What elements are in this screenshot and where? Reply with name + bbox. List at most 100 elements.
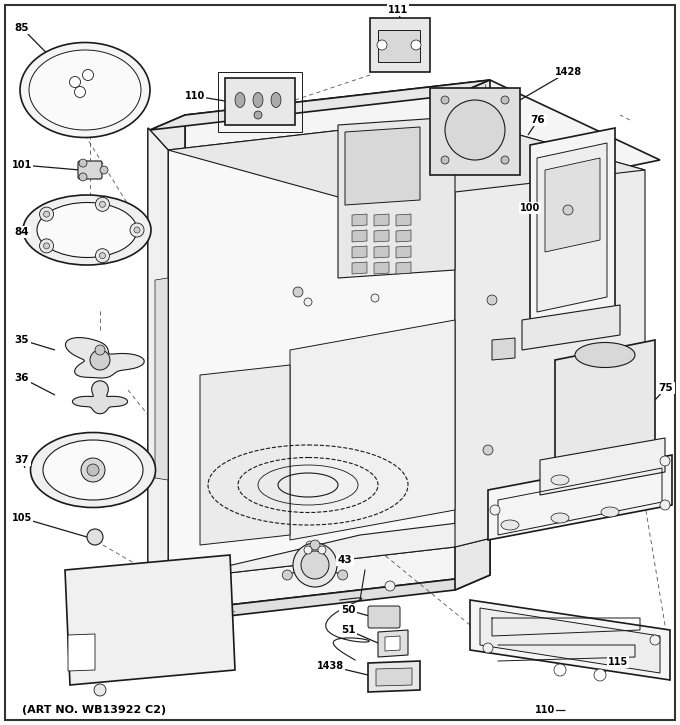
Polygon shape	[155, 278, 168, 480]
Circle shape	[483, 445, 493, 455]
Circle shape	[385, 581, 395, 591]
Ellipse shape	[29, 50, 141, 130]
Circle shape	[94, 684, 106, 696]
Polygon shape	[352, 230, 367, 242]
Polygon shape	[396, 230, 411, 242]
Polygon shape	[148, 128, 168, 625]
Polygon shape	[545, 158, 600, 252]
Ellipse shape	[235, 93, 245, 107]
Text: 35: 35	[15, 335, 29, 345]
Circle shape	[318, 546, 326, 554]
Circle shape	[134, 227, 140, 233]
Ellipse shape	[31, 433, 156, 508]
Polygon shape	[65, 555, 235, 685]
Circle shape	[306, 541, 314, 549]
Circle shape	[95, 249, 109, 262]
Polygon shape	[168, 117, 645, 203]
Circle shape	[44, 211, 50, 217]
Text: 36: 36	[15, 373, 29, 383]
Text: 115: 115	[608, 657, 628, 667]
Polygon shape	[225, 78, 295, 125]
Circle shape	[563, 205, 573, 215]
Polygon shape	[470, 600, 670, 680]
Text: 84: 84	[15, 227, 29, 237]
Circle shape	[660, 500, 670, 510]
Polygon shape	[396, 262, 411, 274]
Polygon shape	[65, 338, 144, 378]
Circle shape	[377, 40, 387, 50]
Circle shape	[441, 156, 449, 164]
Circle shape	[87, 529, 103, 545]
Polygon shape	[368, 661, 420, 692]
Ellipse shape	[551, 475, 569, 485]
Ellipse shape	[37, 202, 137, 257]
Text: 85: 85	[15, 23, 29, 33]
Polygon shape	[376, 668, 412, 686]
Polygon shape	[352, 246, 367, 258]
Polygon shape	[374, 230, 389, 242]
Circle shape	[75, 86, 86, 97]
Text: 76: 76	[530, 115, 545, 125]
Circle shape	[39, 207, 54, 221]
Text: 50: 50	[341, 605, 355, 615]
Ellipse shape	[254, 111, 262, 119]
Text: 101: 101	[12, 160, 32, 170]
Circle shape	[441, 96, 449, 104]
Polygon shape	[352, 214, 367, 226]
Polygon shape	[385, 636, 400, 651]
Circle shape	[338, 570, 347, 580]
Polygon shape	[530, 128, 615, 325]
Polygon shape	[374, 214, 389, 226]
Ellipse shape	[43, 440, 143, 500]
Circle shape	[650, 635, 660, 645]
Circle shape	[95, 345, 105, 355]
Circle shape	[100, 166, 108, 174]
Circle shape	[501, 156, 509, 164]
Circle shape	[594, 669, 606, 681]
Polygon shape	[374, 246, 389, 258]
Text: 1428: 1428	[554, 67, 581, 77]
Circle shape	[99, 202, 105, 207]
Circle shape	[371, 294, 379, 302]
Text: 75: 75	[659, 383, 673, 393]
Circle shape	[81, 458, 105, 482]
Circle shape	[293, 543, 337, 587]
Text: 110: 110	[185, 91, 205, 101]
Polygon shape	[374, 262, 389, 274]
Text: 51: 51	[341, 625, 355, 635]
Polygon shape	[455, 117, 645, 547]
Polygon shape	[522, 305, 620, 350]
Text: 37: 37	[15, 455, 29, 465]
Circle shape	[39, 239, 54, 253]
Polygon shape	[185, 80, 660, 610]
Polygon shape	[168, 500, 645, 580]
Ellipse shape	[23, 195, 151, 265]
Circle shape	[660, 456, 670, 466]
Ellipse shape	[575, 342, 635, 368]
Circle shape	[293, 287, 303, 297]
Circle shape	[411, 40, 421, 50]
Ellipse shape	[271, 93, 281, 107]
Polygon shape	[290, 320, 455, 540]
Polygon shape	[150, 115, 185, 625]
Circle shape	[445, 100, 505, 160]
Circle shape	[487, 295, 497, 305]
Circle shape	[304, 546, 312, 554]
Circle shape	[282, 570, 292, 580]
Ellipse shape	[253, 93, 263, 107]
Circle shape	[44, 243, 50, 249]
Polygon shape	[488, 455, 672, 540]
Ellipse shape	[601, 507, 619, 517]
FancyBboxPatch shape	[78, 161, 102, 179]
Polygon shape	[430, 88, 520, 175]
Polygon shape	[148, 128, 168, 625]
Ellipse shape	[551, 513, 569, 523]
Text: 43: 43	[338, 555, 352, 565]
FancyBboxPatch shape	[5, 5, 675, 720]
Polygon shape	[200, 365, 290, 545]
Polygon shape	[73, 381, 128, 414]
Text: 110: 110	[535, 705, 555, 715]
Circle shape	[90, 350, 110, 370]
Text: 1438: 1438	[316, 661, 343, 671]
Circle shape	[95, 197, 109, 211]
